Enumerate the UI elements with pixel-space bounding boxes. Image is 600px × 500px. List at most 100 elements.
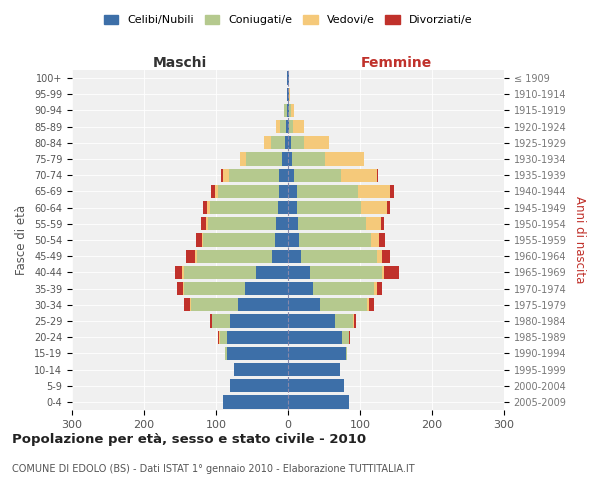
- Bar: [288, 234, 299, 246]
- Bar: [341, 168, 377, 182]
- Bar: [223, 396, 288, 408]
- Bar: [201, 217, 206, 230]
- Bar: [206, 217, 208, 230]
- Bar: [288, 250, 301, 263]
- Bar: [287, 88, 288, 101]
- Bar: [223, 168, 229, 182]
- Bar: [271, 136, 285, 149]
- Bar: [230, 379, 288, 392]
- Bar: [286, 120, 288, 134]
- Bar: [285, 136, 288, 149]
- Bar: [289, 120, 293, 134]
- Bar: [278, 201, 288, 214]
- Bar: [190, 298, 191, 312]
- Bar: [390, 185, 394, 198]
- Bar: [184, 282, 245, 295]
- Bar: [245, 282, 288, 295]
- Bar: [289, 88, 290, 101]
- Bar: [291, 104, 295, 117]
- Bar: [299, 234, 371, 246]
- Bar: [226, 346, 227, 360]
- Bar: [320, 298, 367, 312]
- Bar: [361, 201, 386, 214]
- Bar: [291, 136, 304, 149]
- Bar: [282, 152, 288, 166]
- Bar: [288, 298, 320, 312]
- Bar: [313, 282, 374, 295]
- Bar: [195, 250, 197, 263]
- Bar: [277, 120, 280, 134]
- Bar: [386, 201, 390, 214]
- Bar: [353, 314, 356, 328]
- Bar: [284, 104, 287, 117]
- Bar: [374, 282, 377, 295]
- Bar: [346, 346, 347, 360]
- Bar: [293, 120, 304, 134]
- Bar: [371, 234, 379, 246]
- Bar: [218, 330, 219, 344]
- Bar: [288, 363, 340, 376]
- Bar: [238, 298, 288, 312]
- Bar: [287, 104, 288, 117]
- Bar: [241, 152, 246, 166]
- Bar: [377, 250, 382, 263]
- Text: COMUNE DI EDOLO (BS) - Dati ISTAT 1° gennaio 2010 - Elaborazione TUTTITALIA.IT: COMUNE DI EDOLO (BS) - Dati ISTAT 1° gen…: [12, 464, 415, 474]
- Y-axis label: Anni di nascita: Anni di nascita: [573, 196, 586, 284]
- Bar: [196, 234, 202, 246]
- Y-axis label: Fasce di età: Fasce di età: [16, 205, 28, 275]
- Bar: [325, 152, 364, 166]
- Bar: [280, 120, 286, 134]
- Bar: [184, 298, 190, 312]
- Bar: [280, 168, 288, 182]
- Bar: [175, 266, 182, 279]
- Bar: [246, 152, 282, 166]
- Bar: [288, 282, 313, 295]
- Bar: [288, 266, 310, 279]
- Bar: [298, 217, 367, 230]
- Bar: [230, 314, 288, 328]
- Bar: [304, 136, 329, 149]
- Bar: [288, 136, 291, 149]
- Bar: [256, 266, 288, 279]
- Bar: [379, 234, 385, 246]
- Bar: [382, 250, 389, 263]
- Bar: [288, 72, 289, 85]
- Legend: Celibi/Nubili, Coniugati/e, Vedovi/e, Divorziati/e: Celibi/Nubili, Coniugati/e, Vedovi/e, Di…: [99, 10, 477, 30]
- Bar: [288, 168, 294, 182]
- Bar: [288, 201, 296, 214]
- Bar: [382, 266, 385, 279]
- Bar: [381, 217, 385, 230]
- Bar: [221, 168, 223, 182]
- Bar: [301, 250, 377, 263]
- Bar: [289, 104, 291, 117]
- Bar: [209, 201, 278, 214]
- Bar: [206, 201, 209, 214]
- Bar: [287, 72, 288, 85]
- Bar: [218, 185, 280, 198]
- Bar: [358, 185, 390, 198]
- Bar: [203, 201, 206, 214]
- Bar: [288, 152, 292, 166]
- Bar: [277, 217, 288, 230]
- Bar: [229, 168, 280, 182]
- Bar: [263, 136, 271, 149]
- Bar: [296, 185, 358, 198]
- Bar: [288, 88, 289, 101]
- Bar: [177, 282, 183, 295]
- Bar: [209, 314, 212, 328]
- Bar: [377, 282, 382, 295]
- Bar: [202, 234, 203, 246]
- Bar: [367, 298, 368, 312]
- Bar: [342, 330, 349, 344]
- Bar: [280, 185, 288, 198]
- Bar: [219, 330, 220, 344]
- Bar: [227, 330, 288, 344]
- Text: Popolazione per età, sesso e stato civile - 2010: Popolazione per età, sesso e stato civil…: [12, 432, 366, 446]
- Text: Femmine: Femmine: [361, 56, 431, 70]
- Text: Maschi: Maschi: [153, 56, 207, 70]
- Bar: [349, 330, 350, 344]
- Bar: [288, 330, 342, 344]
- Bar: [288, 314, 335, 328]
- Bar: [220, 330, 227, 344]
- Bar: [288, 379, 344, 392]
